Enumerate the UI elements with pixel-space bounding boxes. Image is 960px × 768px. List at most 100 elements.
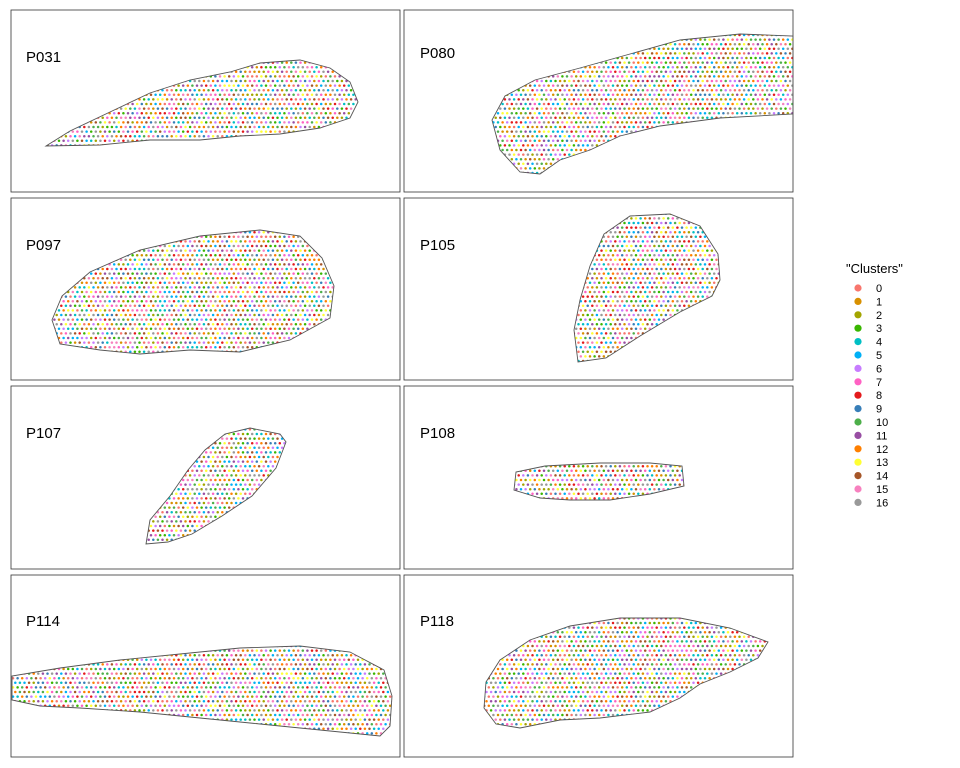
spot <box>643 56 647 60</box>
spot <box>285 79 288 83</box>
spot <box>262 88 265 92</box>
spot <box>140 111 144 115</box>
spot <box>683 42 686 46</box>
spot <box>781 84 785 87</box>
spot <box>280 98 284 101</box>
spot <box>246 84 249 87</box>
spot <box>156 98 160 101</box>
spot <box>225 107 229 110</box>
spot <box>250 121 254 124</box>
spot <box>685 84 688 87</box>
spot <box>285 98 288 101</box>
spot <box>191 84 194 87</box>
spot <box>777 93 780 97</box>
spot <box>669 79 672 83</box>
spot <box>338 84 341 87</box>
spot <box>538 84 541 87</box>
spot <box>216 134 219 138</box>
spot <box>257 79 261 83</box>
spot <box>770 88 773 92</box>
spot <box>745 56 748 60</box>
spot <box>641 61 645 64</box>
spot <box>296 65 300 69</box>
spot <box>542 93 546 97</box>
spot <box>735 38 739 41</box>
spot <box>747 61 750 64</box>
spot <box>244 107 247 110</box>
spot <box>260 65 263 69</box>
spot <box>655 88 658 92</box>
spot <box>669 88 672 92</box>
spot <box>255 75 259 78</box>
spot <box>620 93 624 97</box>
spot <box>722 93 725 97</box>
spot <box>110 125 114 129</box>
spot <box>338 102 341 106</box>
spot <box>126 111 130 115</box>
spot <box>99 121 102 124</box>
spot <box>680 75 684 78</box>
spot <box>664 88 668 92</box>
spot <box>172 93 176 97</box>
spot <box>101 125 104 129</box>
spot <box>193 134 196 138</box>
spot <box>200 84 203 87</box>
spot <box>733 61 737 64</box>
spot <box>198 125 201 129</box>
spot <box>657 47 661 51</box>
spot <box>317 98 321 101</box>
spot <box>699 47 702 51</box>
spot <box>287 121 291 124</box>
spot <box>706 70 709 74</box>
spot <box>643 93 647 97</box>
spot <box>89 121 93 124</box>
spot <box>588 75 592 78</box>
spot <box>710 52 714 55</box>
spot <box>692 88 695 92</box>
spot <box>106 116 109 120</box>
spot <box>280 61 284 64</box>
spot <box>188 134 192 138</box>
spot <box>306 75 309 78</box>
spot <box>285 107 288 110</box>
spot <box>756 88 760 92</box>
spot <box>639 84 642 87</box>
spot <box>696 70 700 74</box>
spot <box>276 116 279 120</box>
spot <box>671 56 675 60</box>
spot <box>687 61 691 64</box>
spot <box>241 102 245 106</box>
spot <box>742 79 746 83</box>
spot <box>706 79 709 83</box>
spot <box>198 79 201 83</box>
spot <box>253 79 256 83</box>
spot <box>742 61 746 64</box>
spot <box>207 107 210 110</box>
spot <box>650 52 654 55</box>
spot <box>292 121 295 124</box>
spot <box>604 70 608 74</box>
spot <box>262 98 265 101</box>
spot <box>747 42 750 46</box>
spot <box>641 79 645 83</box>
spot <box>264 84 268 87</box>
spot <box>761 42 764 46</box>
spot <box>708 84 711 87</box>
spot <box>579 93 583 97</box>
spot <box>694 65 698 69</box>
spot <box>119 134 123 138</box>
spot <box>133 107 137 110</box>
spot <box>754 47 757 51</box>
spot <box>729 61 732 64</box>
spot <box>666 56 670 60</box>
spot <box>715 52 718 55</box>
spot <box>577 79 580 83</box>
spot <box>308 70 311 74</box>
spot <box>239 70 242 74</box>
spot <box>653 75 656 78</box>
spot <box>315 75 318 78</box>
spot <box>283 102 286 106</box>
spot <box>198 88 201 92</box>
spot <box>664 61 668 64</box>
